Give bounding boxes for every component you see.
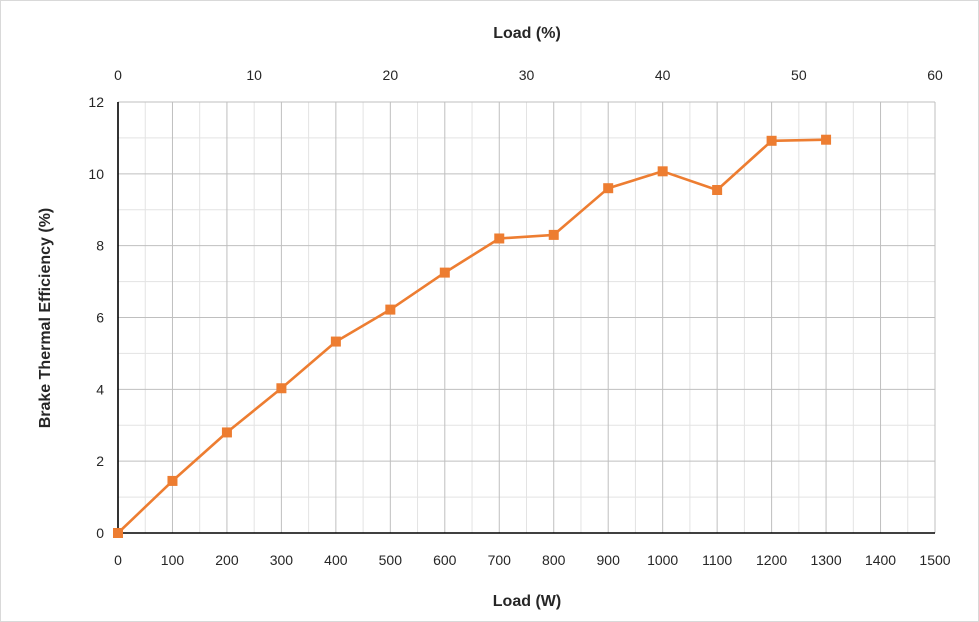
x-tick-label: 1000 [647,552,678,568]
data-point [276,383,287,394]
x2-tick-label: 40 [655,67,671,83]
data-point [821,134,832,145]
x2-tick-label: 0 [114,67,122,83]
x2-tick-label: 60 [927,67,943,83]
x-tick-label: 0 [114,552,122,568]
series-line [117,138,827,534]
data-point [439,267,450,278]
data-point [712,184,723,195]
data-point [221,427,232,438]
axes [117,102,935,534]
x-tick-label: 1100 [702,552,732,568]
y-tick-label: 6 [96,310,104,326]
data-point [548,229,559,240]
x2-axis-title: Load (%) [493,25,561,42]
y-tick-label: 12 [88,94,104,110]
x-tick-label: 300 [270,552,294,568]
data-point [766,135,777,146]
data-point [113,528,123,538]
x2-tick-label: 20 [383,67,399,83]
y-tick-label: 4 [96,381,104,397]
y-tick-label: 0 [96,525,104,541]
data-point [385,304,396,315]
y-axis-title: Brake Thermal Efficiency (%) [37,208,54,429]
x-tick-label: 400 [324,552,348,568]
x-tick-label: 1200 [756,552,787,568]
x-tick-label: 700 [488,552,512,568]
x-tick-label: 100 [161,552,185,568]
x-tick-label: 600 [433,552,457,568]
x-tick-label: 800 [542,552,566,568]
x-tick-label: 500 [379,552,403,568]
x-axis-title: Load (W) [493,593,561,610]
data-point [167,475,178,486]
y-tick-label: 8 [96,238,104,254]
x-tick-label: 900 [597,552,621,568]
x2-tick-label: 30 [519,67,535,83]
x-tick-label: 1400 [865,552,896,568]
series-group [113,134,832,538]
x-tick-label: 1300 [810,552,841,568]
grid-lines [118,101,936,533]
y-tick-label: 2 [96,453,104,469]
data-point [494,233,505,244]
x-tick-labels: 0 100 200 300 400 500 600 700 800 900 1000 1100 1200… [114,552,951,568]
data-point [603,183,614,194]
data-point [330,336,341,347]
x-tick-label: 200 [215,552,239,568]
y-tick-label: 10 [88,166,104,182]
x-tick-label: 1500 [919,552,950,568]
data-point [657,166,668,177]
x2-tick-labels: 0 10 20 30 40 50 60 [114,67,943,83]
x2-tick-label: 10 [246,67,262,83]
x2-tick-label: 50 [791,67,807,83]
y-tick-labels: 0 2 4 6 8 10 12 [88,94,104,541]
